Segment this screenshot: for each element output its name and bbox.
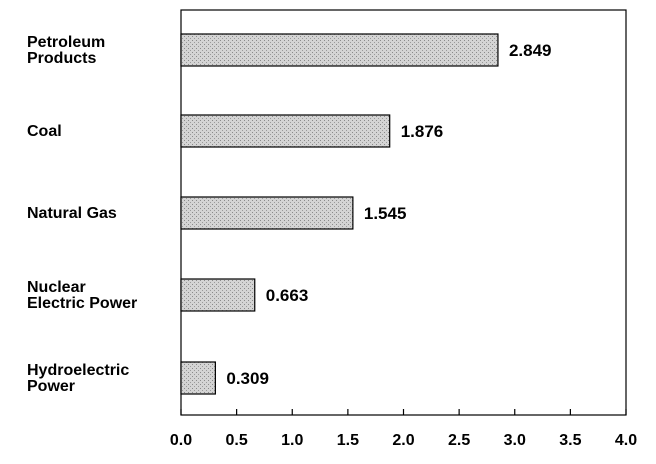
category-label: Products — [27, 50, 96, 67]
x-tick-label: 3.0 — [504, 432, 526, 449]
bar-value-label: 0.309 — [226, 369, 269, 388]
x-axis: 0.0 0.5 1.0 1.5 2.0 2.5 3.0 3.5 4.0 — [170, 409, 637, 449]
category-label: Coal — [27, 123, 62, 140]
category-label: Nuclear — [27, 279, 86, 296]
bars-layer: 2.849 1.876 1.545 0.663 0.309 — [180, 33, 552, 395]
category-label: Power — [27, 378, 75, 395]
bar — [180, 196, 354, 230]
bar — [180, 278, 256, 312]
bar — [180, 361, 216, 395]
x-tick-label: 4.0 — [615, 432, 637, 449]
x-tick-label: 2.0 — [392, 432, 414, 449]
category-label: Electric Power — [27, 295, 137, 312]
bar-value-label: 0.663 — [266, 286, 309, 305]
x-tick-label: 0.5 — [226, 432, 248, 449]
x-tick-label: 1.0 — [281, 432, 303, 449]
bar — [180, 114, 391, 148]
bar — [180, 33, 499, 67]
category-label: Petroleum — [27, 34, 105, 51]
x-tick-label: 0.0 — [170, 432, 192, 449]
x-tick-label: 3.5 — [559, 432, 581, 449]
bar-value-label: 2.849 — [509, 41, 552, 60]
bar-value-label: 1.545 — [364, 204, 407, 223]
bar-value-label: 1.876 — [401, 122, 444, 141]
x-tick-label: 1.5 — [337, 432, 359, 449]
category-label: Natural Gas — [27, 205, 117, 222]
category-label: Hydroelectric — [27, 362, 129, 379]
x-tick-label: 2.5 — [448, 432, 470, 449]
